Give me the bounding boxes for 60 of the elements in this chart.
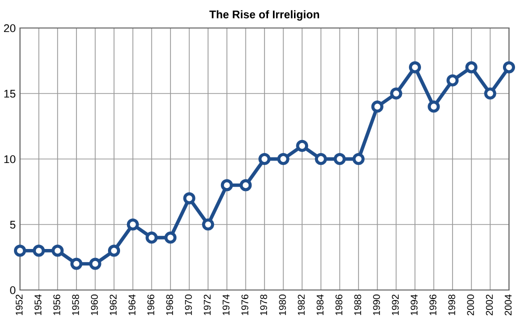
point [296,140,308,152]
x-tick-label: 1980 [279,294,286,316]
y-tick-label: 10 [4,155,16,164]
point [408,61,422,74]
x-tick-label: 1956 [53,294,60,316]
point [220,179,233,192]
x-tick-label: 1994 [410,294,418,316]
x-tick-label: 2000 [467,294,474,316]
point [258,152,271,166]
point [446,74,459,86]
x-tick-label: 1960 [90,294,98,316]
x-tick-label: 1954 [34,294,42,316]
point [314,152,327,166]
x-tick-label: 1976 [241,294,248,316]
y-tick-label: 15 [4,90,16,98]
point [108,244,120,257]
x-tick-label: 1974 [222,294,230,316]
x-tick-label: 1982 [298,294,305,316]
point [352,152,365,166]
point [52,244,64,257]
point [126,218,139,231]
x-tick-label: 1952 [16,294,23,316]
point [428,100,440,113]
point [502,61,516,74]
point [371,100,384,113]
x-tick-label: 1958 [72,294,80,316]
point [277,152,290,166]
x-tick-label: 1996 [429,294,436,316]
x-tick-label: 2002 [486,294,493,316]
x-tick-label: 1988 [354,294,362,316]
x-tick-label: 1968 [166,294,174,316]
chart-title: The Rise of Irreligion [209,10,320,21]
x-tick-label: 1990 [373,294,380,316]
y-tick-label: 0 [10,286,16,294]
x-tick-label: 1998 [448,294,456,316]
point [146,232,158,244]
x-tick-label: 1966 [147,294,154,316]
point [334,152,346,166]
point [465,61,478,74]
x-tick-label: 2004 [504,294,512,316]
x-tick-label: 1986 [335,294,342,316]
point [32,244,45,257]
y-tick-label: 20 [4,24,16,32]
x-tick-label: 1978 [260,294,268,316]
point [89,258,102,270]
x-tick-label: 1964 [128,294,136,316]
point [14,244,26,257]
point [164,232,177,244]
point [70,258,82,270]
x-tick-label: 1970 [184,294,192,316]
point [484,87,496,100]
x-tick-label: 1992 [392,294,399,316]
y-tick-label: 5 [10,220,16,229]
x-tick-label: 1962 [110,294,117,316]
x-tick-label: 1972 [204,294,211,316]
point [202,218,214,231]
point [240,179,252,192]
x-tick-label: 1984 [316,294,324,316]
point [183,192,196,204]
point [390,87,402,100]
